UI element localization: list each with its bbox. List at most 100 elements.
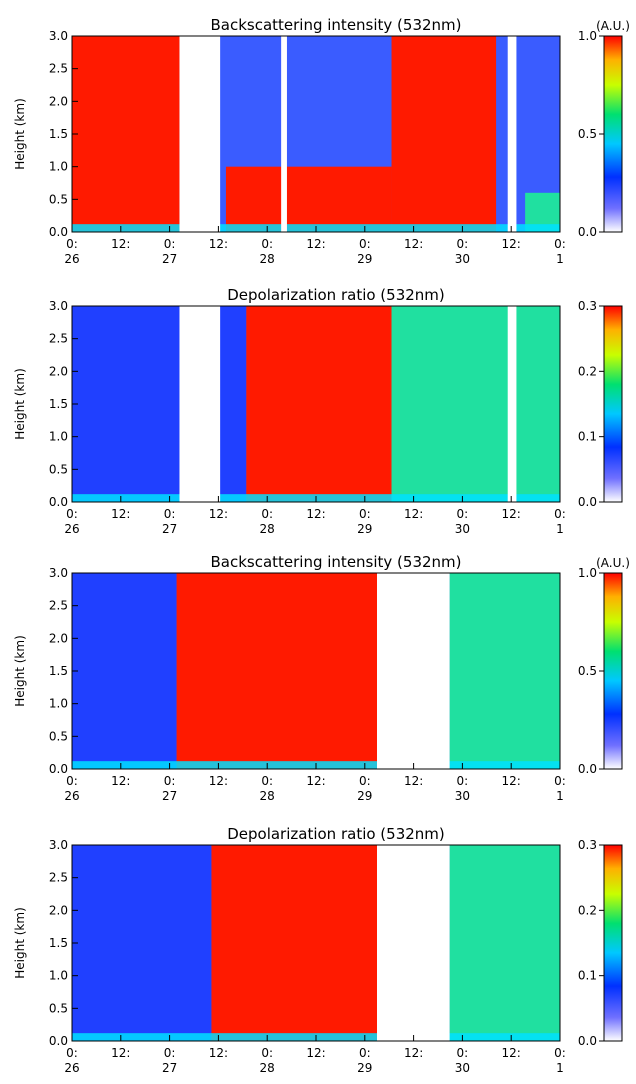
x-tick-label: 12: (209, 507, 228, 521)
y-tick-label: 3.0 (49, 566, 68, 580)
x-tick-label: 12: (502, 237, 521, 251)
x-date-label: 29 (357, 252, 372, 266)
x-date-label: 1 (556, 252, 564, 266)
colorbar-unit: (A.U.) (596, 19, 630, 33)
y-tick-label: 0.5 (49, 1001, 68, 1015)
colorbar-tick-label: 0.0 (578, 762, 597, 776)
x-date-label: 29 (357, 522, 372, 536)
signal-region-2 (246, 306, 392, 502)
y-tick-label: 2.0 (49, 631, 68, 645)
signal-region-1 (72, 573, 177, 769)
signal-region-2 (211, 845, 377, 1041)
x-date-label: 26 (64, 522, 79, 536)
x-tick-label: 12: (306, 237, 325, 251)
x-tick-label: 12: (404, 507, 423, 521)
colorbar-tick-label: 0.0 (578, 225, 597, 239)
panel-3: Backscattering intensity (532nm) 0.0 0.5 1.… (13, 553, 630, 803)
x-date-label: 28 (260, 522, 275, 536)
colorbar-tick-label: 1.0 (578, 29, 597, 43)
y-tick-label: 3.0 (49, 299, 68, 313)
colorbar-tick-label: 0.3 (578, 838, 597, 852)
y-tick-label: 0.0 (49, 225, 68, 239)
x-tick-label: 0: (66, 774, 78, 788)
x-tick-label: 12: (502, 507, 521, 521)
data-gap-2 (507, 306, 517, 502)
signal-region-3 (391, 36, 497, 232)
y-tick-label: 1.5 (49, 397, 68, 411)
signal-region-3 (449, 845, 560, 1041)
x-tick-label: 0: (66, 237, 78, 251)
y-tick-label: 1.0 (49, 969, 68, 983)
x-date-label: 26 (64, 1061, 79, 1075)
y-tick-label: 2.5 (49, 871, 68, 885)
y-tick-label: 2.5 (49, 62, 68, 76)
data-gap-2 (281, 36, 287, 232)
panel-title: Depolarization ratio (532nm) (227, 286, 445, 304)
panel-4: Depolarization ratio (532nm) 0.0 0.5 1.0 1.5… (13, 825, 623, 1075)
colorbar-tick-label: 0.2 (578, 364, 597, 378)
x-tick-label: 12: (111, 237, 130, 251)
signal-region-2 (225, 166, 392, 232)
x-date-label: 1 (556, 789, 564, 803)
panel-2: Depolarization ratio (532nm) 0.0 0.5 1.0 1.5… (13, 286, 623, 536)
x-date-label: 29 (357, 1061, 372, 1075)
colorbar-tick-label: 0.0 (578, 495, 597, 509)
signal-region-3 (449, 573, 560, 769)
x-tick-label: 0: (457, 774, 469, 788)
x-tick-label: 0: (164, 1046, 176, 1060)
y-tick-label: 1.5 (49, 936, 68, 950)
x-tick-label: 0: (164, 774, 176, 788)
x-tick-label: 0: (359, 774, 371, 788)
x-tick-label: 12: (404, 1046, 423, 1060)
colorbar-tick-label: 0.1 (578, 969, 597, 983)
signal-region-1 (72, 845, 212, 1041)
colorbar-tick-label: 0.5 (578, 664, 597, 678)
x-tick-label: 12: (111, 774, 130, 788)
data-gap-1 (377, 573, 450, 769)
y-tick-label: 0.0 (49, 1034, 68, 1048)
x-tick-label: 0: (554, 774, 566, 788)
panel-title: Backscattering intensity (532nm) (210, 553, 461, 571)
data-gap-3 (507, 36, 517, 232)
y-tick-label: 3.0 (49, 29, 68, 43)
y-axis-label: Height (km) (13, 635, 27, 706)
x-tick-label: 0: (261, 507, 273, 521)
y-tick-label: 0.5 (49, 192, 68, 206)
x-date-label: 27 (162, 1061, 177, 1075)
x-tick-label: 0: (164, 507, 176, 521)
y-tick-label: 2.5 (49, 332, 68, 346)
x-tick-label: 0: (164, 237, 176, 251)
y-tick-label: 2.0 (49, 94, 68, 108)
x-tick-label: 12: (209, 237, 228, 251)
y-tick-label: 1.5 (49, 127, 68, 141)
x-date-label: 26 (64, 252, 79, 266)
panel-title: Backscattering intensity (532nm) (210, 16, 461, 34)
x-tick-label: 0: (359, 507, 371, 521)
y-tick-label: 3.0 (49, 838, 68, 852)
x-tick-label: 12: (306, 774, 325, 788)
x-tick-label: 0: (66, 1046, 78, 1060)
x-date-label: 30 (455, 1061, 470, 1075)
y-axis-label: Height (km) (13, 98, 27, 169)
x-tick-label: 0: (261, 237, 273, 251)
colorbar (603, 305, 623, 503)
x-date-label: 28 (260, 1061, 275, 1075)
colorbar (603, 844, 623, 1042)
x-tick-label: 12: (209, 774, 228, 788)
data-gap-1 (179, 36, 221, 232)
x-tick-label: 12: (404, 237, 423, 251)
x-tick-label: 12: (306, 507, 325, 521)
y-tick-label: 2.0 (49, 364, 68, 378)
x-tick-label: 0: (554, 1046, 566, 1060)
y-tick-label: 0.0 (49, 762, 68, 776)
colorbar-unit: (A.U.) (596, 556, 630, 570)
colorbar-tick-label: 0.1 (578, 430, 597, 444)
x-date-label: 1 (556, 522, 564, 536)
x-date-label: 26 (64, 789, 79, 803)
x-date-label: 28 (260, 252, 275, 266)
colorbar (603, 572, 623, 770)
x-tick-label: 12: (306, 1046, 325, 1060)
x-tick-label: 12: (502, 774, 521, 788)
y-axis-label: Height (km) (13, 907, 27, 978)
